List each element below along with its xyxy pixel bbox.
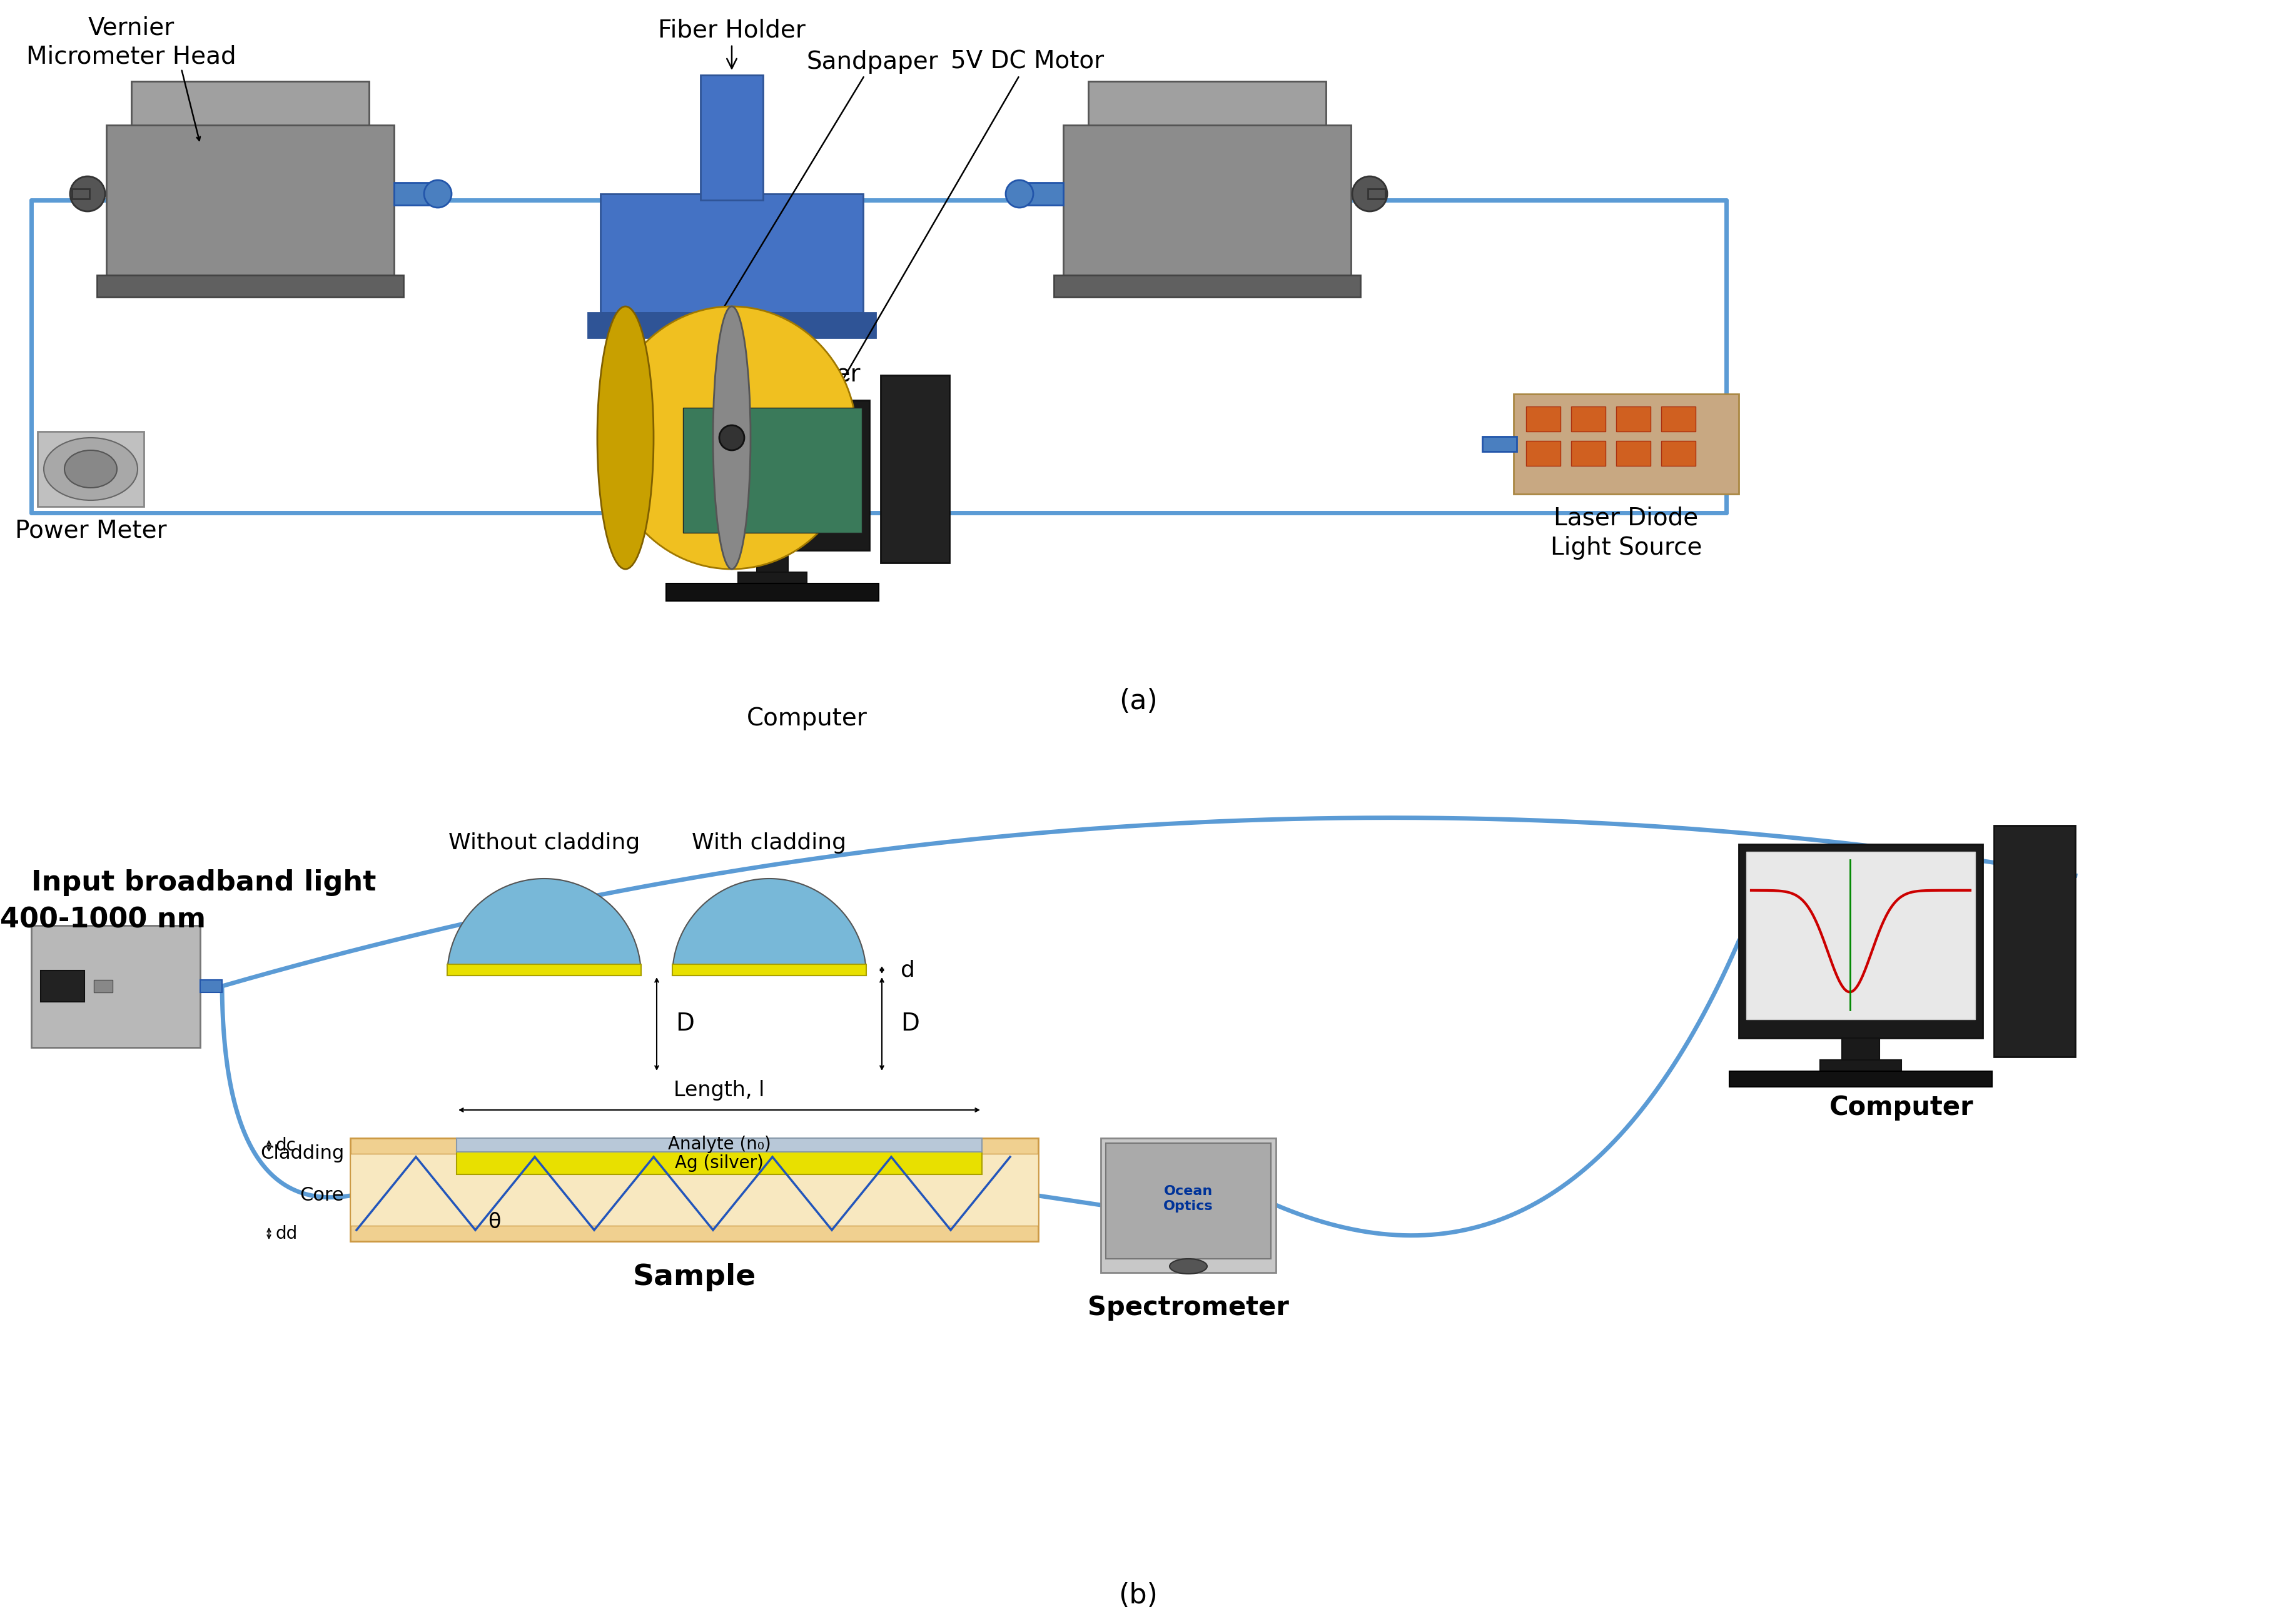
Text: Laser Diode
Light Source: Laser Diode Light Source [1550,507,1702,560]
Ellipse shape [608,307,856,568]
Ellipse shape [712,307,751,568]
Polygon shape [446,879,642,976]
Polygon shape [671,879,867,976]
Bar [1739,844,1982,1038]
Text: Fiber Holder: Fiber Holder [658,19,806,68]
Bar [1730,1072,1992,1086]
Text: D: D [901,1012,920,1036]
Bar [1527,440,1561,466]
Bar [1821,1060,1900,1072]
Text: Ag (silver): Ag (silver) [676,1155,765,1173]
Bar [1514,395,1739,494]
Bar [671,965,867,976]
Bar [36,432,143,507]
Ellipse shape [719,425,744,450]
Bar [351,1153,1038,1226]
Bar [881,375,949,564]
Text: dd: dd [275,1224,298,1242]
Bar [737,572,806,583]
Bar [1570,406,1605,432]
Text: With cladding: With cladding [692,833,847,854]
Text: Without cladding: Without cladding [448,833,640,854]
Text: Sample: Sample [633,1263,756,1291]
Bar [132,81,369,125]
Bar [73,188,89,198]
Bar [1102,1138,1277,1273]
Bar [1063,125,1352,274]
Text: Spectrometer: Spectrometer [1088,1294,1288,1320]
Ellipse shape [596,307,653,568]
Text: 400-1000 nm: 400-1000 nm [0,906,207,934]
Bar [457,1151,981,1174]
Text: dc: dc [275,1137,296,1155]
Bar [107,125,394,274]
Text: Vernier
Micrometer Head: Vernier Micrometer Head [27,16,237,68]
Text: Cladding: Cladding [259,1145,344,1163]
Bar [1527,406,1561,432]
Ellipse shape [1170,1259,1206,1273]
Text: Analyte (n₀): Analyte (n₀) [667,1135,772,1153]
Text: d: d [901,960,915,981]
Text: 5V DC Motor: 5V DC Motor [840,50,1104,385]
Bar [394,182,437,205]
Bar [41,971,84,1002]
Bar [667,583,879,601]
Bar [1746,851,1976,1020]
Text: Length, l: Length, l [674,1080,765,1101]
Bar [1482,437,1516,451]
Bar [98,274,403,297]
Text: D: D [676,1012,694,1036]
Bar [1054,274,1361,297]
Text: (b): (b) [1118,1582,1158,1609]
Text: Power Meter: Power Meter [16,520,166,542]
Bar [758,551,787,572]
Text: θ: θ [487,1212,501,1233]
Bar [1020,182,1063,205]
Bar [601,193,863,313]
Ellipse shape [1352,177,1388,211]
Bar [1088,81,1327,125]
Bar [1570,440,1605,466]
Bar [351,1138,1038,1241]
Text: Computer: Computer [747,706,867,731]
Bar [32,926,200,1047]
Text: Input broadband light: Input broadband light [32,869,376,896]
Bar [1841,1038,1880,1060]
Text: Ocean
Optics: Ocean Optics [1163,1186,1213,1212]
Bar [1661,440,1696,466]
Ellipse shape [64,450,116,487]
Ellipse shape [423,180,451,208]
Bar [93,979,112,992]
Bar [587,313,876,338]
Text: Core: Core [300,1187,344,1205]
Bar [676,400,869,551]
Ellipse shape [71,177,105,211]
Ellipse shape [43,438,137,500]
Bar [1616,406,1650,432]
Bar [1616,440,1650,466]
Bar [701,75,762,200]
Bar [457,1138,981,1151]
Text: Computer: Computer [1830,1095,1973,1121]
Bar [1368,188,1386,198]
Text: Sandpaper: Sandpaper [715,50,938,322]
Bar [446,965,642,976]
Bar [1994,825,2076,1057]
Bar [683,408,863,533]
Bar [1661,406,1696,432]
Ellipse shape [1006,180,1033,208]
Bar [200,979,223,992]
Text: (a): (a) [1120,689,1158,715]
Bar [1106,1143,1270,1259]
Text: SMF-28 Fiber: SMF-28 Fiber [703,362,860,387]
